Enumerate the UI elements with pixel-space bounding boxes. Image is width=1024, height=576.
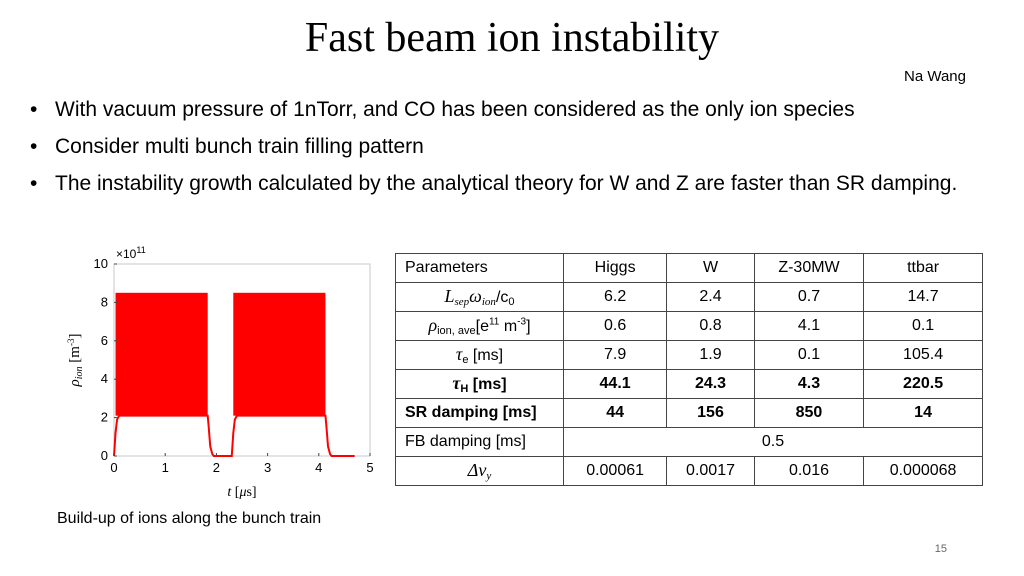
bullet-list: • With vacuum pressure of 1nTorr, and CO … bbox=[28, 96, 988, 207]
table-cell: 105.4 bbox=[863, 340, 983, 370]
table-cell: 0.1 bbox=[863, 311, 983, 341]
bullet-item: • The instability growth calculated by th… bbox=[28, 170, 988, 197]
table-cell: 0.00061 bbox=[562, 456, 668, 486]
table-cell: 156 bbox=[666, 398, 755, 428]
table-header-cell: Parameters bbox=[395, 253, 564, 283]
table-cell: 14 bbox=[863, 398, 983, 428]
table-cell: 0.000068 bbox=[863, 456, 983, 486]
table-cell: 44 bbox=[562, 398, 668, 428]
table-row: Lsepωion/c0 6.2 2.4 0.7 14.7 bbox=[395, 282, 983, 312]
x-tick-label: 0 bbox=[110, 460, 117, 475]
table-cell: 0.5 bbox=[563, 427, 983, 457]
table-cell: 0.0017 bbox=[666, 456, 755, 486]
y-tick-label: 10 bbox=[94, 256, 108, 271]
table-cell: 850 bbox=[753, 398, 865, 428]
table-row: Δνy 0.00061 0.0017 0.016 0.000068 bbox=[395, 456, 983, 486]
x-tick-label: 5 bbox=[366, 460, 373, 475]
svg-text:ρion [m-3]: ρion [m-3] bbox=[66, 334, 85, 388]
chart-layer: 0 1 2 3 4 5 0 2 4 6 8 10 bbox=[94, 256, 374, 475]
table-cell: 7.9 bbox=[562, 340, 668, 370]
bullet-dot-icon: • bbox=[30, 172, 38, 195]
author-name: Na Wang bbox=[904, 68, 966, 85]
plot-area: 0 1 2 3 4 5 0 2 4 6 8 10 bbox=[94, 256, 374, 475]
table-row: τe [ms] 7.9 1.9 0.1 105.4 bbox=[395, 340, 983, 370]
x-tick-label: 2 bbox=[213, 460, 220, 475]
x-tick-label: 3 bbox=[264, 460, 271, 475]
row-label: τe [ms] bbox=[395, 340, 564, 370]
ion-density-plot: 0 1 2 3 4 5 0 2 4 6 8 10 ×1011 ρion [m-3] t [μs] bbox=[66, 245, 374, 500]
bullet-text: Consider multi bunch train filling patte… bbox=[55, 135, 424, 158]
y-tick-label: 8 bbox=[101, 294, 108, 309]
table-cell: 14.7 bbox=[863, 282, 983, 312]
row-label: FB damping [ms] bbox=[395, 427, 564, 457]
table-cell: 220.5 bbox=[863, 369, 983, 399]
table-row: FB damping [ms] 0.5 bbox=[395, 427, 983, 457]
x-tick-label: 4 bbox=[315, 460, 322, 475]
x-tick-label: 1 bbox=[162, 460, 169, 475]
row-label: SR damping [ms] bbox=[395, 398, 564, 428]
table-cell: 4.1 bbox=[753, 311, 865, 341]
table-cell: 0.8 bbox=[666, 311, 755, 341]
bullet-item: • Consider multi bunch train filling patt… bbox=[28, 133, 988, 160]
y-axis-title: ρion [m-3] bbox=[66, 334, 85, 388]
table-cell: 6.2 bbox=[562, 282, 668, 312]
bullet-dot-icon: • bbox=[30, 98, 38, 121]
table-cell: 24.3 bbox=[666, 369, 755, 399]
table-header-cell: Higgs bbox=[562, 253, 668, 283]
table-row: ρion, ave[e11 m-3] 0.6 0.8 4.1 0.1 bbox=[395, 311, 983, 341]
table-header-cell: Z-30MW bbox=[753, 253, 865, 283]
table-header-row: Parameters Higgs W Z-30MW ttbar bbox=[395, 253, 983, 283]
svg-text:t [μs]: t [μs] bbox=[227, 485, 256, 500]
bullet-dot-icon: • bbox=[30, 135, 38, 158]
table-row: SR damping [ms] 44 156 850 14 bbox=[395, 398, 983, 428]
ion-density-band bbox=[115, 292, 208, 416]
figure-caption: Build-up of ions along the bunch train bbox=[57, 510, 322, 527]
slide-title: Fast beam ion instability bbox=[304, 15, 720, 61]
table-cell: 2.4 bbox=[666, 282, 755, 312]
table-header-cell: ttbar bbox=[863, 253, 983, 283]
x-axis-title: t [μs] bbox=[227, 485, 256, 500]
table-header-cell: W bbox=[666, 253, 755, 283]
table-cell: 0.6 bbox=[562, 311, 668, 341]
y-tick-label: 2 bbox=[101, 410, 108, 425]
table-cell: 4.3 bbox=[753, 369, 865, 399]
table-cell: 0.1 bbox=[753, 340, 865, 370]
row-label: τH [ms] bbox=[395, 369, 564, 399]
parameters-table: Parameters Higgs W Z-30MW ttbar Lsepωion… bbox=[395, 253, 983, 486]
y-tick-label: 0 bbox=[101, 448, 108, 463]
row-label: Δνy bbox=[395, 456, 564, 486]
table-row: τH [ms] 44.1 24.3 4.3 220.5 bbox=[395, 369, 983, 399]
table-cell: 1.9 bbox=[666, 340, 755, 370]
y-tick-label: 6 bbox=[101, 333, 108, 348]
page-number: 15 bbox=[934, 543, 947, 555]
table-cell: 0.016 bbox=[753, 456, 865, 486]
ion-density-band bbox=[233, 292, 326, 416]
y-multiplier: ×1011 bbox=[116, 245, 146, 261]
bullet-text: The instability growth calculated by the… bbox=[55, 172, 958, 195]
table-cell: 44.1 bbox=[562, 369, 668, 399]
row-label: Lsepωion/c0 bbox=[395, 282, 564, 312]
row-label: ρion, ave[e11 m-3] bbox=[395, 311, 564, 341]
table-cell: 0.7 bbox=[753, 282, 865, 312]
bullet-text: With vacuum pressure of 1nTorr, and CO h… bbox=[55, 98, 855, 121]
ion-density-line bbox=[113, 414, 355, 457]
bullet-item: • With vacuum pressure of 1nTorr, and CO … bbox=[28, 96, 988, 123]
y-tick-label: 4 bbox=[101, 371, 108, 386]
